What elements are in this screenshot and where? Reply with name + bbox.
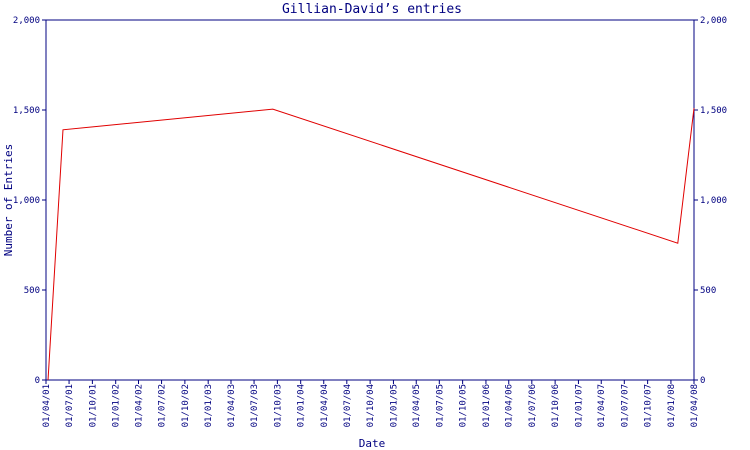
- x-tick-label: 01/04/08: [690, 384, 700, 427]
- y-axis-title: Number of Entries: [2, 144, 15, 257]
- x-tick-label: 01/10/06: [551, 384, 561, 427]
- x-tick-label: 01/10/07: [644, 384, 654, 427]
- y-tick-label: 500: [24, 286, 40, 296]
- y-tick-label: 1,500: [13, 106, 40, 116]
- x-tick-label: 01/04/07: [597, 384, 607, 427]
- x-tick-label: 01/07/07: [620, 384, 630, 427]
- y-tick-label-right: 0: [700, 376, 705, 386]
- data-line: [47, 108, 695, 381]
- x-tick-label: 01/04/01: [42, 384, 52, 427]
- chart-title: Gillian-David’s entries: [282, 2, 462, 17]
- y-tick-label: 1,000: [13, 196, 40, 206]
- x-tick-label: 01/07/03: [250, 384, 260, 427]
- x-tick-label: 01/04/05: [412, 384, 422, 427]
- x-tick-label: 01/01/05: [389, 384, 399, 427]
- x-tick-label: 01/04/03: [227, 384, 237, 427]
- y-tick-label-right: 2,000: [700, 16, 727, 26]
- x-tick-label: 01/01/03: [204, 384, 214, 427]
- x-tick-label: 01/07/05: [435, 384, 445, 427]
- x-tick-label: 01/01/07: [574, 384, 584, 427]
- x-tick-label: 01/07/01: [65, 384, 75, 427]
- x-tick-label: 01/01/02: [112, 384, 122, 427]
- x-axis-title: Date: [359, 437, 386, 450]
- y-tick-label-right: 1,000: [700, 196, 727, 206]
- x-tick-label: 01/07/06: [528, 384, 538, 427]
- x-tick-label: 01/10/05: [459, 384, 469, 427]
- x-tick-label: 01/10/02: [181, 384, 191, 427]
- x-tick-label: 01/01/04: [297, 384, 307, 427]
- x-tick-label: 01/07/02: [158, 384, 168, 427]
- y-tick-label: 0: [35, 376, 40, 386]
- x-tick-label: 01/04/02: [134, 384, 144, 427]
- x-tick-label: 01/01/08: [667, 384, 677, 427]
- x-tick-label: 01/07/04: [343, 384, 353, 427]
- y-tick-label-right: 1,500: [700, 106, 727, 116]
- x-tick-label: 01/04/06: [505, 384, 515, 427]
- x-tick-label: 01/04/04: [320, 384, 330, 427]
- x-tick-label: 01/10/01: [88, 384, 98, 427]
- x-tick-label: 01/10/04: [366, 384, 376, 427]
- x-tick-label: 01/10/03: [273, 384, 283, 427]
- y-tick-label-right: 500: [700, 286, 716, 296]
- x-tick-label: 01/01/06: [482, 384, 492, 427]
- y-tick-label: 2,000: [13, 16, 40, 26]
